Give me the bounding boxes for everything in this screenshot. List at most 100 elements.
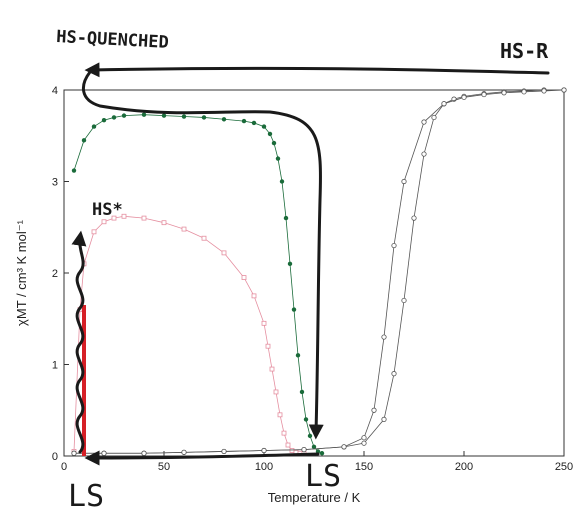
data-point <box>421 119 427 125</box>
data-point <box>275 156 281 161</box>
label-hs-star: HS* <box>92 200 123 220</box>
data-point <box>311 444 317 450</box>
data-point <box>279 179 285 184</box>
data-point <box>71 168 77 173</box>
x-tick-label: 150 <box>355 461 373 473</box>
data-point <box>431 114 437 121</box>
data-point <box>361 440 367 446</box>
data-point <box>307 433 313 439</box>
data-point <box>271 140 277 146</box>
data-point <box>251 293 257 299</box>
data-point <box>267 131 273 137</box>
data-point <box>261 447 267 454</box>
data-point <box>315 449 321 454</box>
data-point <box>221 250 227 256</box>
data-point <box>287 261 293 267</box>
data-point <box>181 226 187 232</box>
data-point <box>91 124 97 129</box>
data-point <box>161 220 167 226</box>
data-point <box>521 89 527 95</box>
data-point <box>295 353 301 358</box>
data-point <box>283 215 289 221</box>
data-point <box>289 448 295 453</box>
x-tick-label: 0 <box>61 461 67 473</box>
x-tick-label: 50 <box>158 461 170 473</box>
label-hs-r: HS-R <box>500 39 549 63</box>
data-point <box>481 91 487 98</box>
data-point <box>201 115 207 120</box>
data-point <box>221 117 227 122</box>
data-point <box>421 151 427 157</box>
data-point <box>261 320 267 326</box>
label-ls-center: LS <box>305 459 341 494</box>
relax-arrow <box>81 70 324 440</box>
data-point <box>101 219 107 225</box>
y-tick-label: 4 <box>52 85 58 97</box>
data-point <box>121 113 127 118</box>
data-point <box>91 229 97 235</box>
x-tick-label: 200 <box>455 461 473 473</box>
quench-arrow <box>84 62 550 78</box>
data-point <box>141 112 147 117</box>
data-point <box>341 444 347 450</box>
data-point <box>299 389 305 395</box>
data-point <box>291 307 297 312</box>
data-point <box>301 446 307 453</box>
label-hs-quenched: HS-QUENCHED <box>56 27 169 53</box>
red-bar <box>82 305 86 456</box>
data-point <box>101 117 107 123</box>
data-point <box>561 87 567 93</box>
data-point <box>401 297 407 304</box>
series-line <box>73 114 323 454</box>
data-point <box>401 178 407 185</box>
axis-tick-labels: 0 50 100 150 200 250 0 1 2 3 4 <box>52 85 573 473</box>
return-arrow <box>84 450 320 466</box>
data-point <box>161 113 167 118</box>
series-0 <box>71 112 325 456</box>
series-1 <box>71 213 307 456</box>
data-point <box>391 242 397 249</box>
hand-annotations <box>71 62 550 466</box>
y-tick-label: 1 <box>52 360 58 372</box>
data-point <box>201 235 207 241</box>
data-point <box>265 343 271 349</box>
data-point <box>181 114 187 119</box>
data-point <box>141 450 147 456</box>
light-arrow <box>71 230 87 454</box>
data-point <box>261 124 267 129</box>
data-point <box>281 430 287 436</box>
data-point <box>303 417 309 422</box>
y-tick-label: 2 <box>52 268 58 280</box>
x-axis-label: Temperature / K <box>268 490 361 505</box>
x-tick-label: 100 <box>255 461 273 473</box>
data-point <box>111 215 117 221</box>
y-tick-label: 3 <box>52 177 58 189</box>
data-point <box>81 138 87 143</box>
y-tick-label: 0 <box>52 451 58 463</box>
data-point <box>241 275 247 280</box>
data-point <box>319 451 325 456</box>
data-series <box>71 87 567 456</box>
data-point <box>501 90 507 96</box>
axis-ticks <box>63 89 565 457</box>
data-point <box>273 389 279 395</box>
series-3 <box>71 87 567 456</box>
data-point <box>411 215 417 221</box>
data-point <box>101 450 107 456</box>
data-point <box>461 94 467 100</box>
data-point <box>285 442 291 448</box>
data-point <box>381 416 387 422</box>
data-point <box>361 435 367 441</box>
data-point <box>391 371 397 377</box>
data-point <box>71 450 77 456</box>
label-ls-left: LS <box>68 479 104 514</box>
plot-frame <box>63 89 565 457</box>
y-axis-label: χMT / cm³ K mol⁻¹ <box>14 219 29 326</box>
data-point <box>441 101 447 107</box>
data-point <box>221 448 227 455</box>
data-point <box>371 407 377 413</box>
data-point <box>277 412 283 418</box>
data-point <box>121 213 127 219</box>
data-point <box>181 449 187 455</box>
